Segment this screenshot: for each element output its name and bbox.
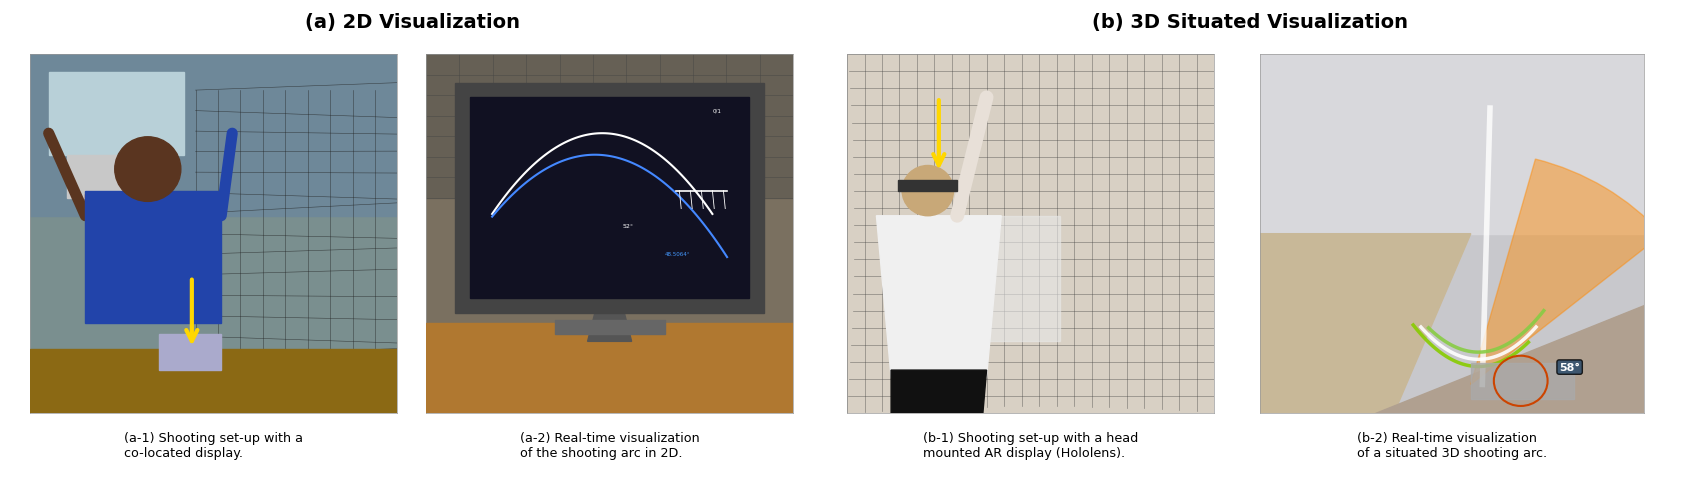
Polygon shape <box>1260 234 1470 413</box>
Polygon shape <box>891 370 987 413</box>
Polygon shape <box>1260 55 1644 413</box>
Text: 58°: 58° <box>1559 362 1580 372</box>
Text: (b) 3D Situated Visualization: (b) 3D Situated Visualization <box>1091 13 1408 32</box>
Polygon shape <box>49 73 185 155</box>
Polygon shape <box>158 335 221 370</box>
Polygon shape <box>30 55 397 216</box>
Polygon shape <box>1374 306 1644 413</box>
Polygon shape <box>30 349 397 413</box>
Polygon shape <box>965 216 1059 342</box>
Polygon shape <box>86 191 221 324</box>
Polygon shape <box>470 98 749 299</box>
Polygon shape <box>455 84 765 313</box>
Polygon shape <box>899 180 957 191</box>
Polygon shape <box>426 55 793 198</box>
Polygon shape <box>86 195 152 202</box>
Polygon shape <box>876 216 1002 378</box>
Polygon shape <box>67 155 170 198</box>
Polygon shape <box>1470 363 1575 399</box>
Text: 48.5064°: 48.5064° <box>665 252 690 257</box>
Text: 52°: 52° <box>623 223 633 228</box>
Polygon shape <box>847 55 1214 413</box>
Polygon shape <box>1260 55 1644 234</box>
Circle shape <box>115 137 180 202</box>
Text: (b-1) Shooting set-up with a head
mounted AR display (Hololens).: (b-1) Shooting set-up with a head mounte… <box>923 431 1138 459</box>
Text: 0/1: 0/1 <box>712 108 721 113</box>
Polygon shape <box>554 320 665 335</box>
Circle shape <box>903 166 953 216</box>
Text: (a) 2D Visualization: (a) 2D Visualization <box>305 13 520 32</box>
Text: (a-1) Shooting set-up with a
co-located display.: (a-1) Shooting set-up with a co-located … <box>125 431 303 459</box>
Text: (b-2) Real-time visualization
of a situated 3D shooting arc.: (b-2) Real-time visualization of a situa… <box>1357 431 1546 459</box>
Polygon shape <box>426 324 793 413</box>
Polygon shape <box>426 55 793 413</box>
Text: (a-2) Real-time visualization
of the shooting arc in 2D.: (a-2) Real-time visualization of the sho… <box>520 431 699 459</box>
Wedge shape <box>1470 160 1662 385</box>
Polygon shape <box>588 313 632 342</box>
Polygon shape <box>30 55 397 413</box>
